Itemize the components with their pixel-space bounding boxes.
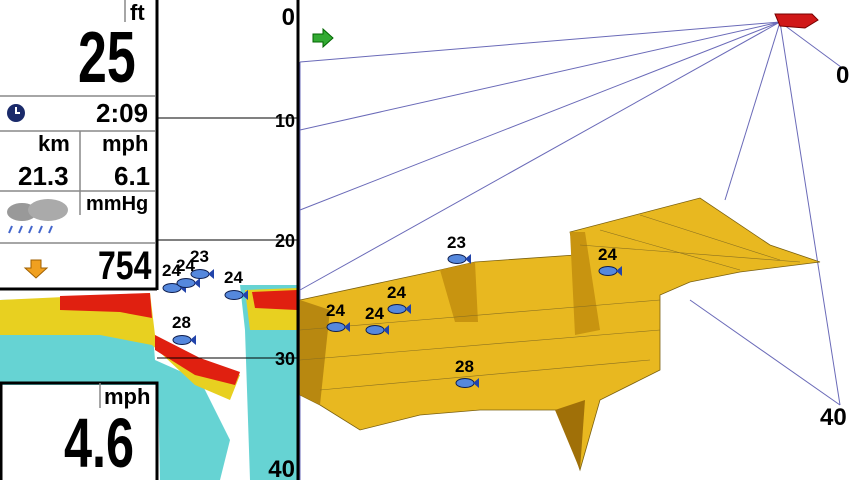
fish-icon <box>455 378 479 388</box>
fish-depth-label: 24 <box>326 301 345 320</box>
fish-icon <box>172 335 196 345</box>
depth-unit: ft <box>130 0 145 25</box>
weather-icon <box>7 199 68 234</box>
fish-icon <box>387 304 411 314</box>
scale-label: 40 <box>820 404 847 431</box>
depth-lines <box>157 117 297 359</box>
depth-scale-label: 30 <box>274 349 295 369</box>
distance: 21.3 <box>18 161 69 191</box>
depth-scale-label: 40 <box>268 456 295 480</box>
scale-label: 0 <box>836 62 850 89</box>
sonar-returns <box>0 285 297 480</box>
lower-speed-unit: mph <box>104 384 151 409</box>
pressure: 754 <box>98 244 152 288</box>
time: 2:09 <box>96 98 149 128</box>
pressure-trend-icon <box>23 259 49 279</box>
pressure-unit: mmHg <box>86 193 149 215</box>
speed: 6.1 <box>114 161 151 191</box>
fish-icon <box>598 266 622 276</box>
fish-icon <box>224 290 248 300</box>
fish-depth-label: 24 <box>598 245 617 264</box>
fish-depth-label: 23 <box>190 247 209 266</box>
fish-depth-label: 28 <box>172 313 191 332</box>
distance-unit: km <box>38 131 70 156</box>
fish-depth-label: 24 <box>387 283 406 302</box>
fish-icon <box>190 269 214 279</box>
depth-scale-label: 20 <box>274 231 295 251</box>
fish-depth-label: 24 <box>224 268 243 287</box>
depth-scale-label: 0 <box>281 4 295 31</box>
fish-depth-label: 24 <box>176 256 195 275</box>
depth: 25 <box>78 18 136 98</box>
fish-icon <box>326 322 350 332</box>
fish-icon <box>176 278 200 288</box>
boat-icon <box>774 13 819 29</box>
arrow-icon <box>312 27 334 49</box>
terrain <box>299 197 821 472</box>
fish-depth-label: 24 <box>365 304 384 323</box>
fish-icon <box>365 325 389 335</box>
panel-dividers <box>0 0 155 408</box>
lower-speed: 4.6 <box>64 404 135 480</box>
fish-depth-label: 24 <box>162 261 181 280</box>
depth-scale-label: 10 <box>274 111 295 131</box>
panel-borders <box>0 0 300 480</box>
perspective-grid <box>299 21 846 480</box>
fish-icon <box>447 254 471 264</box>
fish-depth-label: 28 <box>455 357 474 376</box>
fish-depth-label: 23 <box>447 233 466 252</box>
speed-unit: mph <box>102 131 149 156</box>
